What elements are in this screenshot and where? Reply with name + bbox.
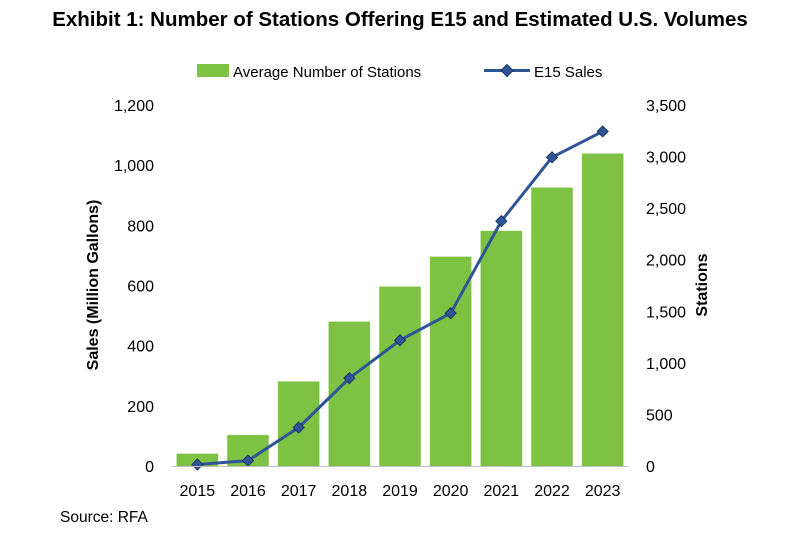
right-tick-label: 1,000 bbox=[646, 356, 686, 373]
right-tick-label: 500 bbox=[646, 407, 673, 424]
right-axis-ticks: 0 500 1,000 1,500 2,000 2,500 3,000 3,500 bbox=[646, 98, 686, 476]
left-tick-label: 600 bbox=[127, 279, 154, 296]
e15-marker-2021 bbox=[495, 214, 508, 228]
e15-marker-2019 bbox=[393, 334, 407, 347]
bar-2020 bbox=[429, 256, 472, 466]
bar-2022 bbox=[531, 187, 573, 466]
x-tick-label: 2015 bbox=[180, 483, 216, 500]
x-tick-label: 2021 bbox=[484, 483, 520, 500]
x-tick-label: 2023 bbox=[585, 483, 621, 500]
x-tick-label: 2017 bbox=[281, 483, 317, 500]
left-tick-label: 800 bbox=[127, 218, 154, 235]
left-tick-label: 1,200 bbox=[114, 98, 154, 115]
bar-2023 bbox=[581, 153, 624, 466]
left-axis-ticks: 0 200 400 600 800 1,000 1,200 bbox=[114, 98, 154, 476]
left-tick-label: 1,000 bbox=[114, 158, 154, 175]
e15-marker-2017 bbox=[292, 421, 305, 434]
left-tick-label: 400 bbox=[127, 339, 154, 356]
bar-2021 bbox=[480, 230, 523, 466]
right-tick-label: 3,500 bbox=[646, 98, 686, 115]
x-tick-label: 2018 bbox=[332, 483, 368, 500]
x-tick-label: 2020 bbox=[433, 483, 469, 500]
right-tick-label: 1,500 bbox=[646, 304, 686, 321]
e15-marker-2015 bbox=[191, 458, 204, 471]
legend: Average Number of Stations E15 Sales bbox=[197, 63, 602, 81]
x-tick-label: 2016 bbox=[230, 483, 266, 500]
source-note: Source: RFA bbox=[60, 509, 148, 526]
e15-marker-2023 bbox=[596, 125, 609, 138]
x-tick-label: 2019 bbox=[382, 483, 418, 500]
chart-title: Exhibit 1: Number of Stations Offering E… bbox=[52, 8, 748, 31]
bar-2018 bbox=[328, 321, 371, 466]
left-tick-label: 200 bbox=[127, 399, 154, 416]
e15-marker-2020 bbox=[444, 306, 457, 320]
right-axis-title: Stations bbox=[694, 253, 711, 316]
legend-bar-label: Average Number of Stations bbox=[233, 64, 421, 81]
e15-marker-2018 bbox=[343, 371, 356, 385]
legend-line-label: E15 Sales bbox=[534, 64, 602, 81]
line-series bbox=[191, 125, 609, 471]
left-tick-label: 0 bbox=[145, 459, 154, 476]
legend-bar-swatch bbox=[197, 64, 229, 77]
x-tick-label: 2022 bbox=[534, 483, 570, 500]
x-axis-ticks: 2015 2016 2017 2018 2019 2020 2021 2022 2023 bbox=[180, 483, 621, 500]
e15-marker-2022 bbox=[545, 151, 559, 164]
bar-2019 bbox=[379, 286, 421, 466]
right-tick-label: 0 bbox=[646, 459, 655, 476]
right-tick-label: 2,000 bbox=[646, 253, 686, 270]
legend-line-marker bbox=[500, 63, 514, 78]
right-tick-label: 3,000 bbox=[646, 150, 686, 167]
left-axis-title: Sales (Million Gallons) bbox=[85, 200, 102, 371]
right-tick-label: 2,500 bbox=[646, 201, 686, 218]
bar-series bbox=[176, 153, 624, 466]
